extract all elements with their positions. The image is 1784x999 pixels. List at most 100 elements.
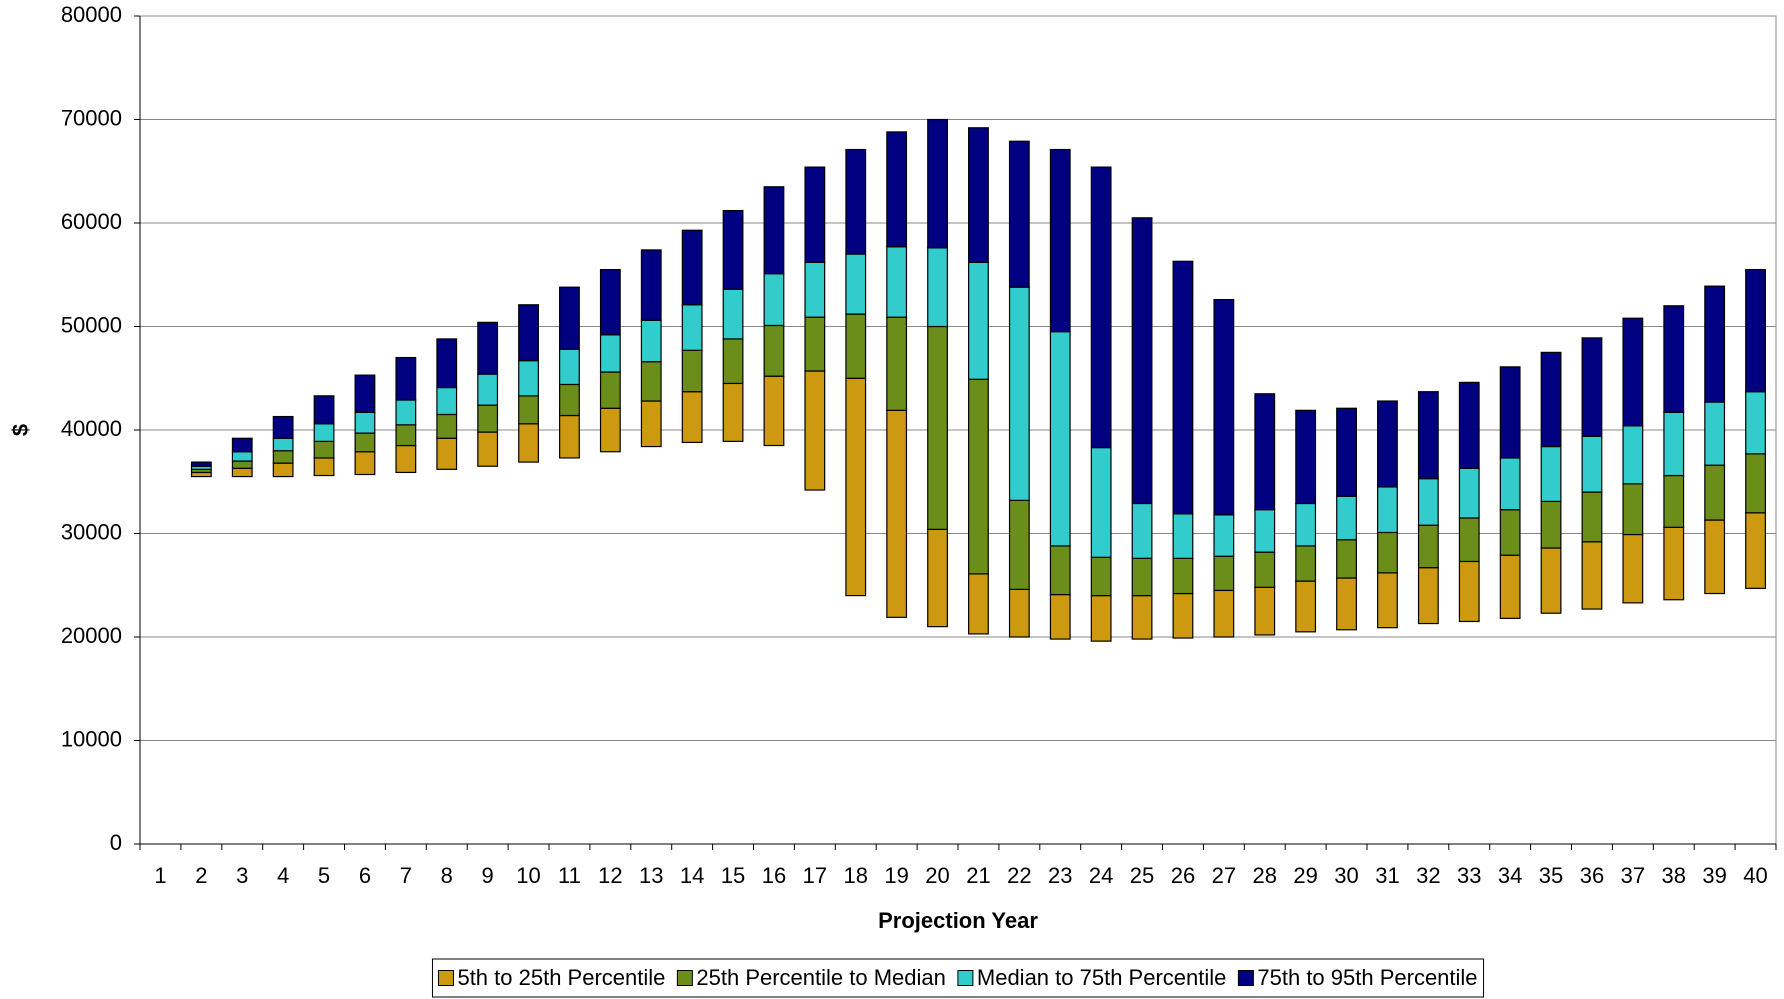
x-tick-label: 19 [884,863,908,888]
bar-segment [231,460,253,469]
legend-label: 25th Percentile to Median [696,965,946,990]
bar-segment [1377,572,1398,629]
bar-segment [313,440,335,459]
bar-segment [1172,513,1194,559]
bar-segment [1745,512,1766,589]
bar-segment [640,400,662,448]
legend-label: 5th to 25th Percentile [457,965,665,990]
bar-segment [1049,331,1071,547]
bar-segment [395,356,417,401]
x-tick-label: 5 [318,863,330,888]
x-tick-label: 38 [1662,863,1686,888]
x-tick-label: 24 [1089,863,1113,888]
bar-segment [1581,491,1603,543]
x-tick-label: 31 [1375,863,1399,888]
bar-segment [599,334,621,373]
bar-segment [681,304,703,351]
y-tick-label: 80000 [61,2,122,27]
y-tick-label: 50000 [61,312,122,337]
bar-segment [1172,260,1194,515]
bar-segment [1213,589,1235,638]
bar-segment [559,348,580,386]
legend-swatch [957,970,974,986]
bar-segment [231,467,253,478]
bar-segment [1458,560,1480,623]
bar-segment [599,407,621,453]
x-tick-label: 35 [1539,863,1563,888]
bar-segment [477,321,499,375]
bar-segment [640,361,662,402]
bar-segment [477,373,499,406]
legend-label: 75th to 95th Percentile [1257,965,1477,990]
bar-segment [1663,526,1685,601]
bar-segment [436,386,458,416]
bar-segment [190,461,212,467]
x-tick-label: 27 [1212,863,1236,888]
x-tick-label: 32 [1416,863,1440,888]
y-tick-label: 60000 [61,209,122,234]
x-tick-label: 17 [803,863,827,888]
bar-segment [1458,381,1480,469]
bar-segment [1704,401,1726,466]
x-tick-label: 21 [966,863,990,888]
bar-segment [313,395,335,425]
x-tick-label: 1 [154,863,166,888]
bar-segment [1663,474,1685,528]
bar-segment [1377,486,1398,534]
bar-segment [640,249,662,321]
bar-segment [1581,435,1603,493]
bar-segment [1131,217,1153,505]
bar-segment [1295,409,1317,505]
bar-segment [518,395,539,425]
bar-segment [559,414,580,459]
legend-swatch [437,970,454,986]
bar-segment [1704,519,1726,595]
bar-segment [1213,514,1235,557]
bar-segment [1049,593,1071,640]
bar-segment [436,437,458,470]
x-tick-label: 6 [359,863,371,888]
bar-segment [927,325,948,530]
bar-segment [395,399,417,426]
bar-segment [927,528,948,628]
bar-segment [681,349,703,393]
bar-segment [845,253,867,315]
bar-segment [886,131,908,248]
bar-segment [354,411,376,434]
bar-segment [681,391,703,444]
bar-segment [518,423,539,463]
x-tick-label: 29 [1293,863,1317,888]
bar-segment [1663,411,1685,477]
bar-segment [804,166,826,263]
bar-segment [1049,545,1071,596]
x-tick-label: 7 [400,863,412,888]
bar-segment [1745,268,1766,393]
bar-segment [640,319,662,363]
x-tick-label: 37 [1621,863,1645,888]
bar-segment [477,431,499,467]
x-tick-label: 20 [925,863,949,888]
bar-segment [1213,298,1235,516]
bar-segment [599,268,621,336]
bar-segment [1417,567,1439,625]
x-tick-label: 36 [1580,863,1604,888]
bar-segment [395,444,417,474]
bar-segment [1417,391,1439,480]
bar-segment [763,186,785,275]
x-tick-label: 10 [516,863,540,888]
bar-segment [1704,464,1726,521]
bar-segment [1499,554,1521,619]
bar-segment [1090,166,1112,449]
bar-segment [845,377,867,597]
x-tick-label: 34 [1498,863,1522,888]
bar-segment [354,432,376,453]
bar-segment [272,415,294,439]
bar-segment [313,457,335,477]
bar-segment [968,261,989,380]
bar-segment [477,404,499,433]
bar-segment [1704,285,1726,403]
bar-segment [1172,557,1194,595]
bar-segment [190,471,212,478]
x-tick-label: 9 [482,863,494,888]
